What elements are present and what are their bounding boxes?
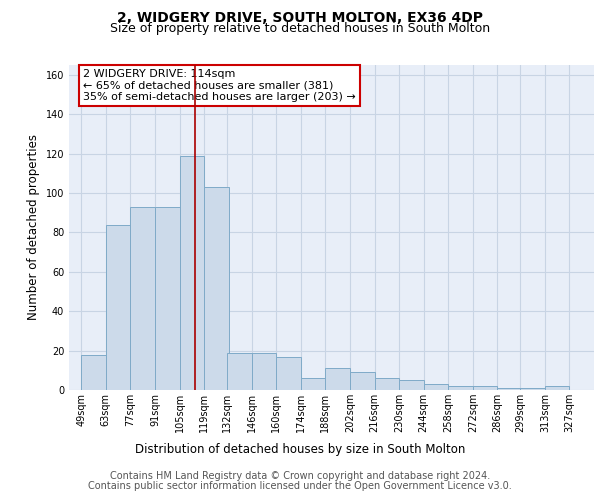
Text: 2, WIDGERY DRIVE, SOUTH MOLTON, EX36 4DP: 2, WIDGERY DRIVE, SOUTH MOLTON, EX36 4DP (117, 11, 483, 25)
Bar (350, 372, 374, 390)
Bar (374, 378, 399, 390)
Bar (448, 386, 473, 390)
Bar (251, 352, 276, 390)
Bar (130, 207, 155, 390)
Bar (325, 368, 350, 390)
Bar (399, 380, 424, 390)
Bar (81, 354, 106, 390)
Bar (545, 386, 569, 390)
Bar (473, 386, 497, 390)
Bar (227, 352, 251, 390)
Text: 2 WIDGERY DRIVE: 114sqm
← 65% of detached houses are smaller (381)
35% of semi-d: 2 WIDGERY DRIVE: 114sqm ← 65% of detache… (83, 69, 356, 102)
Bar (179, 156, 204, 390)
Bar (520, 388, 545, 390)
Bar (276, 356, 301, 390)
Text: Contains HM Land Registry data © Crown copyright and database right 2024.: Contains HM Land Registry data © Crown c… (110, 471, 490, 481)
Bar (155, 207, 179, 390)
Bar (106, 224, 130, 390)
Bar (301, 378, 325, 390)
Text: Distribution of detached houses by size in South Molton: Distribution of detached houses by size … (135, 442, 465, 456)
Text: Contains public sector information licensed under the Open Government Licence v3: Contains public sector information licen… (88, 481, 512, 491)
Bar (497, 388, 522, 390)
Y-axis label: Number of detached properties: Number of detached properties (27, 134, 40, 320)
Text: Size of property relative to detached houses in South Molton: Size of property relative to detached ho… (110, 22, 490, 35)
Bar (204, 187, 229, 390)
Bar (424, 384, 448, 390)
